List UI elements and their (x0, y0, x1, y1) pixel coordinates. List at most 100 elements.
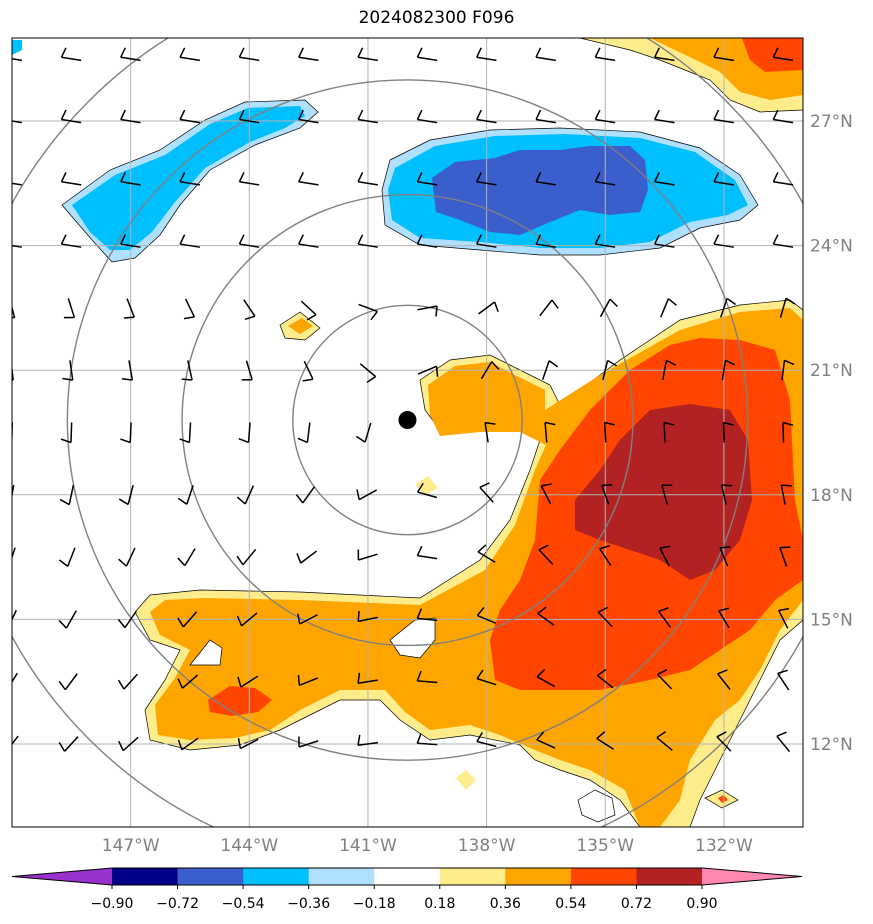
wind-barb (238, 47, 260, 62)
wind-barb (58, 673, 78, 691)
colorbar-segment (308, 868, 375, 885)
wind-barb (713, 47, 734, 62)
lon-tick-label: 138°W (458, 836, 516, 856)
colorbar-segment (374, 868, 441, 885)
colorbar-segment (570, 868, 637, 885)
wind-barb (594, 172, 616, 186)
wind-barb (238, 109, 260, 124)
wind-barb (238, 422, 251, 444)
wind-barb (713, 172, 734, 186)
wind-barb (599, 545, 612, 566)
wind-barb (179, 109, 200, 124)
wind-barb (541, 360, 559, 380)
wind-barb (713, 109, 734, 124)
wind-barb (779, 297, 796, 318)
wind-barb (118, 736, 139, 752)
negative-anomaly-shading (12, 40, 759, 263)
wind-barb (476, 234, 497, 248)
wind-barb (654, 234, 675, 248)
longitude-tick-labels: 147°W 144°W 141°W 138°W 135°W 132°W (102, 836, 753, 856)
lat-tick-label: 15°N (810, 610, 853, 630)
wind-barb (596, 668, 614, 689)
wind-barb (778, 607, 790, 629)
wind-barb (297, 613, 318, 625)
wind-barb (60, 234, 82, 248)
wind-barb (357, 47, 378, 62)
colorbar (11, 867, 803, 886)
wind-barb (594, 234, 616, 248)
wind-barb (772, 47, 794, 62)
wind-barb (716, 731, 732, 752)
wind-barb (603, 421, 615, 443)
wind-barb (476, 669, 497, 686)
wind-barb (177, 674, 199, 689)
wind-barb (656, 731, 673, 751)
range-rings (12, 38, 803, 827)
wind-barb (236, 612, 258, 627)
map-plot-area (12, 38, 803, 827)
wind-barb (12, 610, 18, 622)
wind-barb (179, 234, 200, 248)
wind-barb (476, 732, 497, 748)
wind-barb (297, 422, 311, 444)
wind-barb (117, 673, 138, 690)
wind-barb (782, 421, 794, 443)
wind-barb (179, 47, 200, 62)
wind-barb (357, 109, 378, 124)
wind-barb (241, 360, 253, 381)
wind-barb (781, 359, 795, 381)
positive-region-near-22n-core (288, 318, 313, 334)
wind-barb (416, 172, 438, 186)
wind-barb (300, 300, 317, 321)
wind-barb (416, 234, 438, 248)
range-ring (181, 193, 634, 647)
wind-barb (357, 610, 378, 623)
wind-barb (237, 675, 259, 688)
wind-barb (179, 422, 192, 444)
wind-barb (60, 47, 82, 62)
lat-tick-label: 24°N (810, 237, 853, 257)
negative-region-corner (12, 40, 22, 55)
wind-barb (177, 611, 198, 628)
wind-barb (243, 299, 256, 321)
wind-barb (417, 305, 438, 317)
colorbar-tick-label: 0.54 (555, 896, 586, 912)
wind-barb (597, 606, 613, 628)
wind-barb (772, 109, 794, 124)
wind-barb (602, 359, 617, 381)
wind-barb (720, 484, 733, 505)
lat-tick-label: 27°N (810, 112, 853, 132)
wind-barb (296, 550, 318, 564)
colorbar-under-triangle (12, 868, 112, 885)
wind-barb (60, 422, 73, 444)
colorbar-tick-label: 0.36 (490, 896, 521, 912)
wind-barb (236, 548, 257, 566)
wind-barb (12, 120, 22, 124)
wind-barb (118, 547, 136, 567)
wind-barb (12, 422, 14, 443)
lat-tick-label: 18°N (810, 486, 853, 506)
wind-barb (58, 736, 79, 752)
wind-barb (478, 301, 499, 315)
storm-center-marker (398, 411, 417, 430)
wind-barb (536, 668, 556, 688)
wind-barb (356, 489, 378, 501)
positive-region-small-11n (456, 770, 476, 790)
wind-barb (12, 305, 16, 319)
lon-tick-label: 144°W (220, 836, 278, 856)
wind-barb (357, 734, 378, 746)
wind-barb (663, 421, 675, 443)
wind-barb (357, 234, 378, 248)
wind-barb (662, 359, 677, 381)
wind-barb (121, 360, 134, 381)
wind-barb (658, 607, 672, 628)
wind-barb (535, 234, 556, 248)
colorbar-segment (505, 868, 572, 885)
wind-barb (118, 484, 134, 506)
wind-barb (12, 363, 14, 381)
wind-barb (777, 669, 790, 691)
wind-barb (359, 363, 377, 383)
wind-barb (479, 482, 494, 503)
wind-barb (12, 735, 19, 746)
colorbar-segment (439, 868, 506, 885)
